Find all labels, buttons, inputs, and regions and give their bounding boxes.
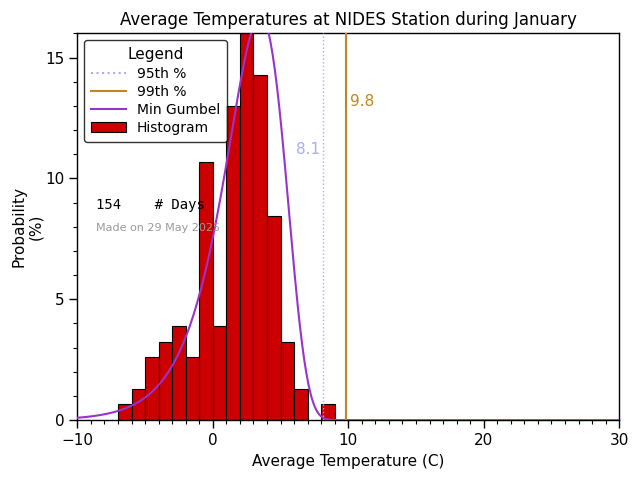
Y-axis label: Probability
(%): Probability (%)	[11, 186, 44, 267]
Bar	[172, 326, 186, 420]
X-axis label: Average Temperature (C): Average Temperature (C)	[252, 454, 444, 469]
Bar	[280, 342, 294, 420]
Bar	[267, 216, 280, 420]
Bar	[213, 326, 227, 420]
Bar	[321, 405, 335, 420]
Bar	[294, 389, 308, 420]
Bar	[118, 405, 132, 420]
Text: Made on 29 May 2025: Made on 29 May 2025	[96, 223, 220, 233]
Bar	[186, 357, 199, 420]
Bar	[253, 74, 267, 420]
Title: Average Temperatures at NIDES Station during January: Average Temperatures at NIDES Station du…	[120, 11, 577, 29]
Bar	[227, 106, 240, 420]
Text: 8.1: 8.1	[296, 142, 320, 157]
Legend: 95th %, 99th %, Min Gumbel, Histogram: 95th %, 99th %, Min Gumbel, Histogram	[84, 40, 227, 142]
Bar	[145, 357, 159, 420]
Bar	[199, 162, 213, 420]
Bar	[132, 389, 145, 420]
Bar	[159, 342, 172, 420]
Bar	[240, 29, 253, 420]
Text: 9.8: 9.8	[349, 94, 374, 109]
Text: 154    # Days: 154 # Days	[96, 198, 205, 212]
